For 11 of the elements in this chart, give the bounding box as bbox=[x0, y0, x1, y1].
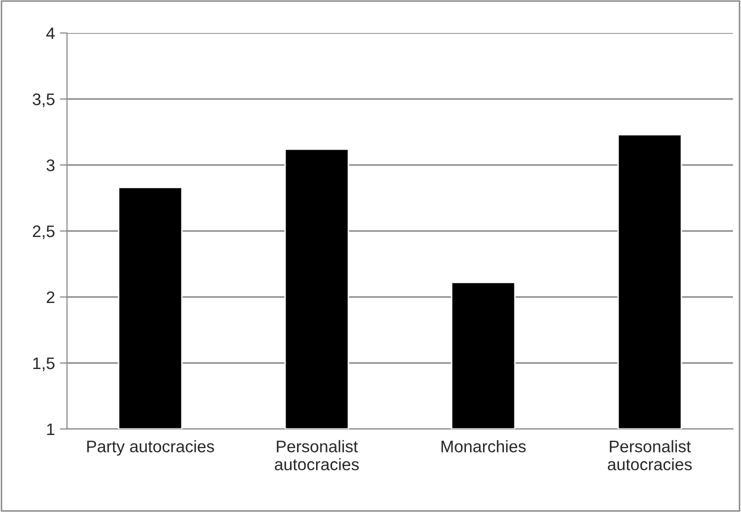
x-tick-label: Personalist autocracies bbox=[274, 440, 359, 470]
x-tick-label: Monarchies bbox=[442, 440, 526, 452]
x-tick-label: Personalist autocracies bbox=[608, 440, 692, 470]
y-tick-label: 2 bbox=[46, 291, 54, 304]
y-tick-label: 1 bbox=[47, 424, 54, 436]
y-tick-label: 4 bbox=[46, 28, 55, 40]
y-tick-label: 1,5 bbox=[33, 358, 54, 372]
y-tick-label: 3,5 bbox=[32, 93, 54, 108]
x-tick-label: Party autocracies bbox=[87, 440, 214, 456]
y-tick-label: 2,5 bbox=[32, 225, 54, 240]
y-tick-label: 3 bbox=[46, 159, 54, 172]
